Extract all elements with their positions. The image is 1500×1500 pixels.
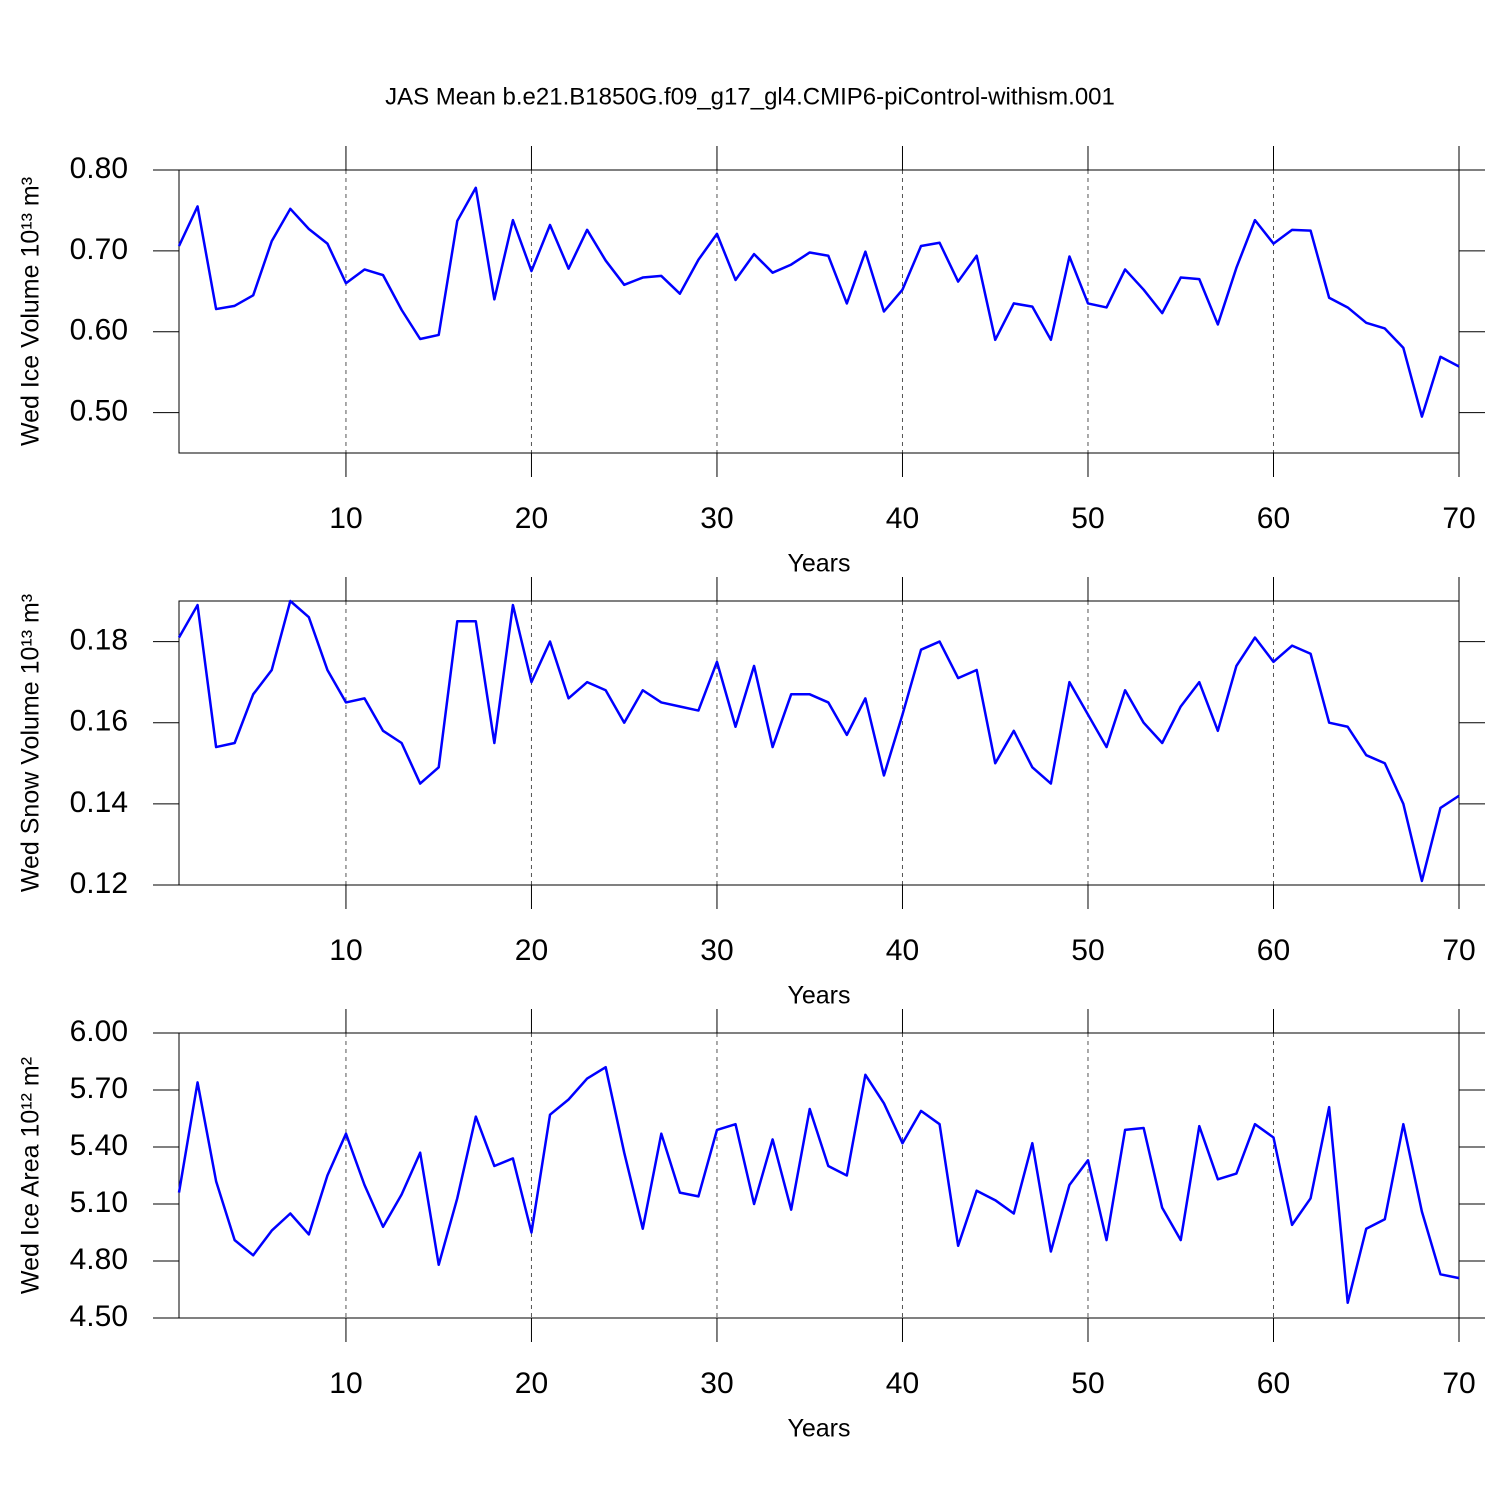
y-tick-label: 0.60	[70, 314, 128, 347]
y-tick-label: 0.18	[70, 623, 128, 656]
x-tick-label: 40	[886, 934, 919, 967]
x-tick-label: 60	[1257, 934, 1290, 967]
data-line	[177, 186, 1460, 418]
x-tick-label: 30	[700, 934, 733, 967]
x-tick-label: 50	[1071, 934, 1104, 967]
x-tick-label: 20	[515, 1367, 548, 1400]
y-axis-label: Wed Snow Volume 10¹³ m³	[17, 594, 45, 892]
data-line	[177, 1065, 1460, 1305]
y-tick-label: 4.80	[70, 1243, 128, 1276]
y-tick-label: 0.70	[70, 233, 128, 266]
y-tick-label: 6.00	[70, 1015, 128, 1048]
x-tick-label: 10	[329, 1367, 362, 1400]
x-tick-label: 70	[1442, 1367, 1475, 1400]
chart-title: JAS Mean b.e21.B1850G.f09_g17_gl4.CMIP6-…	[385, 83, 1115, 110]
x-tick-label: 70	[1442, 502, 1475, 535]
x-tick-label: 30	[700, 1367, 733, 1400]
x-axis-label: Years	[787, 982, 850, 1010]
x-axis-label: Years	[787, 550, 850, 578]
x-tick-label: 10	[329, 502, 362, 535]
y-tick-label: 0.16	[70, 705, 128, 738]
x-tick-label: 40	[886, 1367, 919, 1400]
x-tick-label: 20	[515, 502, 548, 535]
y-tick-label: 5.70	[70, 1072, 128, 1105]
x-tick-label: 50	[1071, 502, 1104, 535]
x-tick-label: 10	[329, 934, 362, 967]
y-tick-label: 5.10	[70, 1186, 128, 1219]
x-tick-label: 40	[886, 502, 919, 535]
plot-frame	[178, 169, 1460, 454]
data-line	[177, 599, 1460, 883]
plot-frame	[178, 600, 1460, 886]
x-tick-label: 30	[700, 502, 733, 535]
y-axis-label: Wed Ice Volume 10¹³ m³	[17, 177, 45, 446]
y-tick-label: 4.50	[70, 1300, 128, 1333]
plot-frame	[178, 1032, 1460, 1319]
y-axis-label: Wed Ice Area 10¹² m²	[17, 1057, 45, 1294]
x-axis-label: Years	[787, 1415, 850, 1443]
x-tick-label: 60	[1257, 502, 1290, 535]
y-tick-label: 0.14	[70, 786, 128, 819]
y-tick-label: 5.40	[70, 1129, 128, 1162]
x-tick-label: 60	[1257, 1367, 1290, 1400]
x-tick-label: 70	[1442, 934, 1475, 967]
y-tick-label: 0.80	[70, 152, 128, 185]
y-tick-label: 0.12	[70, 867, 128, 900]
x-tick-label: 20	[515, 934, 548, 967]
x-tick-label: 50	[1071, 1367, 1104, 1400]
y-tick-label: 0.50	[70, 394, 128, 427]
